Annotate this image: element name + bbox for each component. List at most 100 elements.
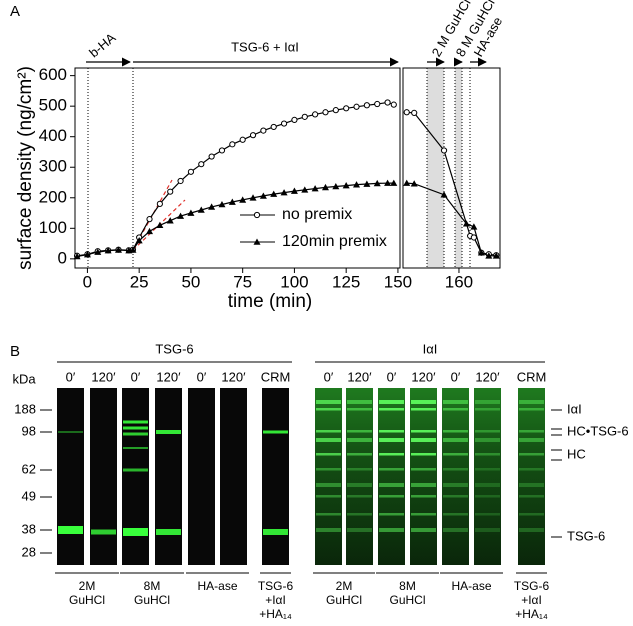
event-label: b-HA (86, 30, 119, 61)
point (135, 237, 143, 244)
gel-lane (346, 388, 373, 565)
point (177, 212, 185, 219)
point (373, 179, 381, 187)
point (363, 180, 371, 187)
y-tick-label: 600 (39, 65, 67, 84)
band (156, 529, 181, 535)
band (347, 400, 372, 404)
point (374, 100, 381, 108)
band (475, 483, 500, 487)
band (58, 431, 83, 433)
band (379, 495, 404, 498)
lane-label: 120′ (411, 369, 436, 384)
band (411, 468, 436, 471)
x-tick-label: 160 (445, 272, 473, 291)
band (443, 430, 468, 433)
point (187, 209, 195, 216)
point (321, 183, 329, 191)
band-annotation: IαI (567, 401, 582, 416)
point (129, 246, 137, 253)
y-axis-label: surface density (ng/cm²) (15, 66, 36, 270)
point (166, 217, 174, 224)
band (443, 400, 468, 404)
band (411, 438, 436, 442)
marker-label: 38 (22, 521, 36, 536)
band (443, 528, 468, 532)
band (443, 408, 468, 411)
treatment-label: GuHCl (389, 593, 425, 607)
band (475, 495, 500, 498)
treatment-label: GuHCl (69, 593, 105, 607)
point (239, 196, 247, 203)
point (146, 216, 153, 223)
point (342, 182, 350, 189)
point (249, 132, 257, 139)
point (208, 203, 216, 210)
point (353, 103, 360, 110)
legend-label: no premix (282, 206, 352, 223)
band (411, 483, 436, 487)
point (403, 179, 411, 186)
point (290, 187, 298, 194)
treatment-label: +HA₁₄ (515, 607, 548, 621)
point (343, 105, 350, 112)
point (492, 252, 500, 259)
point (485, 252, 493, 259)
band (263, 529, 288, 535)
band (379, 408, 404, 411)
point (198, 161, 205, 168)
gel-lane (155, 388, 182, 565)
y-tick-label: 100 (39, 218, 67, 237)
band (347, 453, 372, 456)
point (218, 200, 226, 208)
band (123, 468, 148, 472)
event-label: TSG-6 + IαI (231, 39, 299, 54)
point (260, 127, 267, 134)
band (316, 453, 341, 456)
band (316, 430, 341, 433)
point (301, 186, 309, 193)
band (443, 453, 468, 456)
band (443, 483, 468, 487)
point (363, 102, 370, 109)
marker-label: 49 (22, 488, 36, 503)
legend-marker (253, 238, 261, 245)
point (390, 179, 398, 186)
band (519, 408, 544, 411)
band (443, 495, 468, 498)
point (384, 179, 392, 186)
x-axis-label: time (min) (228, 291, 312, 312)
treatment-band (455, 68, 462, 268)
band-annotation: TSG-6 (567, 528, 605, 543)
x-tick-label: 50 (181, 272, 200, 291)
band (347, 430, 372, 433)
point (322, 109, 329, 116)
band (123, 528, 148, 536)
band (519, 468, 544, 471)
band (411, 453, 436, 456)
gel-lane (474, 388, 501, 565)
band (123, 432, 148, 436)
panel-label: A (10, 3, 20, 20)
band (347, 495, 372, 498)
lane-label: 120′ (156, 369, 181, 384)
band (519, 483, 544, 487)
gel-lane (378, 388, 405, 565)
band (316, 528, 341, 532)
band (156, 430, 181, 434)
point (228, 198, 236, 205)
point (332, 107, 339, 114)
point (218, 147, 226, 154)
band (443, 438, 468, 442)
point (104, 247, 112, 254)
y-tick-label: 300 (39, 157, 67, 176)
gel-lane (442, 388, 469, 565)
point (440, 147, 448, 154)
lane-label: 120′ (347, 369, 372, 384)
point (177, 177, 184, 185)
event-lines (87, 68, 471, 268)
band (443, 468, 468, 471)
band (379, 513, 404, 516)
point (462, 220, 470, 227)
